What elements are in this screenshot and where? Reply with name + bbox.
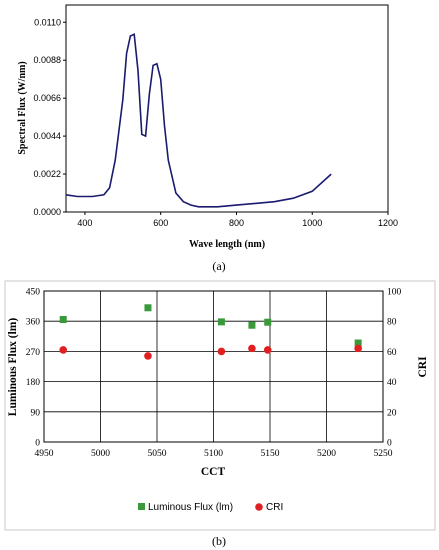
y-axis-label-a: Spectral Flux (W/nm)	[17, 61, 28, 154]
x-axis-label-b: CCT	[201, 466, 226, 478]
y-tick-label-b: 90	[31, 408, 41, 418]
luminous-flux-point	[59, 316, 67, 324]
x-tick-label-b: 4950	[35, 449, 54, 459]
spectral-flux-line	[65, 33, 332, 208]
luminous-flux-point	[354, 339, 362, 347]
x-tick-label-b: 5000	[91, 449, 110, 459]
legend-marker-luminous-flux	[138, 503, 145, 510]
legend-label-cri: CRI	[266, 502, 283, 513]
y2-tick-label-b: 0	[387, 439, 392, 449]
y2-tick-label-b: 60	[387, 348, 397, 358]
y2-tick-label-b: 100	[387, 288, 402, 298]
y-tick-label-a: 0.0088	[33, 55, 61, 65]
cri-point	[263, 346, 272, 354]
x-axis-label-a: Wave length (nm)	[189, 239, 265, 250]
luminous-flux-point	[264, 318, 272, 326]
cri-point	[248, 344, 256, 353]
y2-axis-label-b: CRI	[417, 356, 429, 378]
luminous-flux-point	[248, 321, 256, 329]
y-tick-label-a: 0.0000	[33, 207, 61, 217]
y-tick-label-b: 450	[26, 288, 41, 298]
cri-point	[59, 346, 68, 354]
y2-tick-label-b: 20	[387, 408, 397, 418]
y-tick-label-a: 0.0022	[33, 169, 61, 179]
y-tick-label-b: 360	[26, 318, 41, 328]
plot-area-a	[65, 4, 389, 213]
cri-point	[144, 352, 152, 360]
x-tick-label-a: 800	[229, 218, 244, 228]
y2-tick-label-b: 80	[387, 318, 397, 328]
x-tick-label-b: 5100	[204, 449, 223, 459]
y-tick-label-a: 0.0044	[33, 131, 61, 141]
luminous-flux-point	[144, 304, 152, 312]
luminous-flux-point	[217, 318, 225, 326]
y-tick-label-b: 0	[35, 439, 40, 449]
x-tick-label-a: 1200	[378, 218, 398, 228]
chart-frame-b	[4, 280, 436, 531]
legend-marker-cri	[255, 503, 263, 511]
x-tick-label-b: 5200	[317, 449, 336, 459]
y2-tick-label-b: 40	[387, 378, 397, 388]
cct-chart: 0 90 180 270 360 450 0 20 40 60 80 100 4950 5000 505…	[4, 280, 436, 548]
panel-label-a: (a)	[212, 259, 225, 273]
y-tick-label-a: 0.0066	[33, 93, 61, 103]
x-tick-label-b: 5050	[148, 449, 167, 459]
panel-label-b: (b)	[212, 534, 226, 548]
legend-label-luminous-flux: Luminous Flux (lm)	[148, 502, 233, 513]
y-tick-label-b: 180	[26, 378, 41, 388]
x-tick-label-b: 5150	[261, 449, 280, 459]
y-tick-label-a: 0.0110	[34, 17, 61, 27]
x-tick-label-a: 1000	[302, 218, 322, 228]
x-tick-label-a: 400	[77, 218, 92, 228]
legend: Luminous Flux (lm) CRI	[138, 502, 283, 513]
y-axis-label-b: Luminous Flux (lm)	[7, 318, 19, 417]
x-tick-label-a: 600	[153, 218, 168, 228]
x-tick-label-b: 5250	[374, 449, 393, 459]
cri-point	[217, 347, 226, 356]
cri-point	[354, 344, 362, 353]
y-tick-label-b: 270	[26, 348, 41, 358]
spectral-flux-chart: 0.0000 0.0022 0.0044 0.0066 0.0088 0.0110 400…	[17, 4, 398, 273]
